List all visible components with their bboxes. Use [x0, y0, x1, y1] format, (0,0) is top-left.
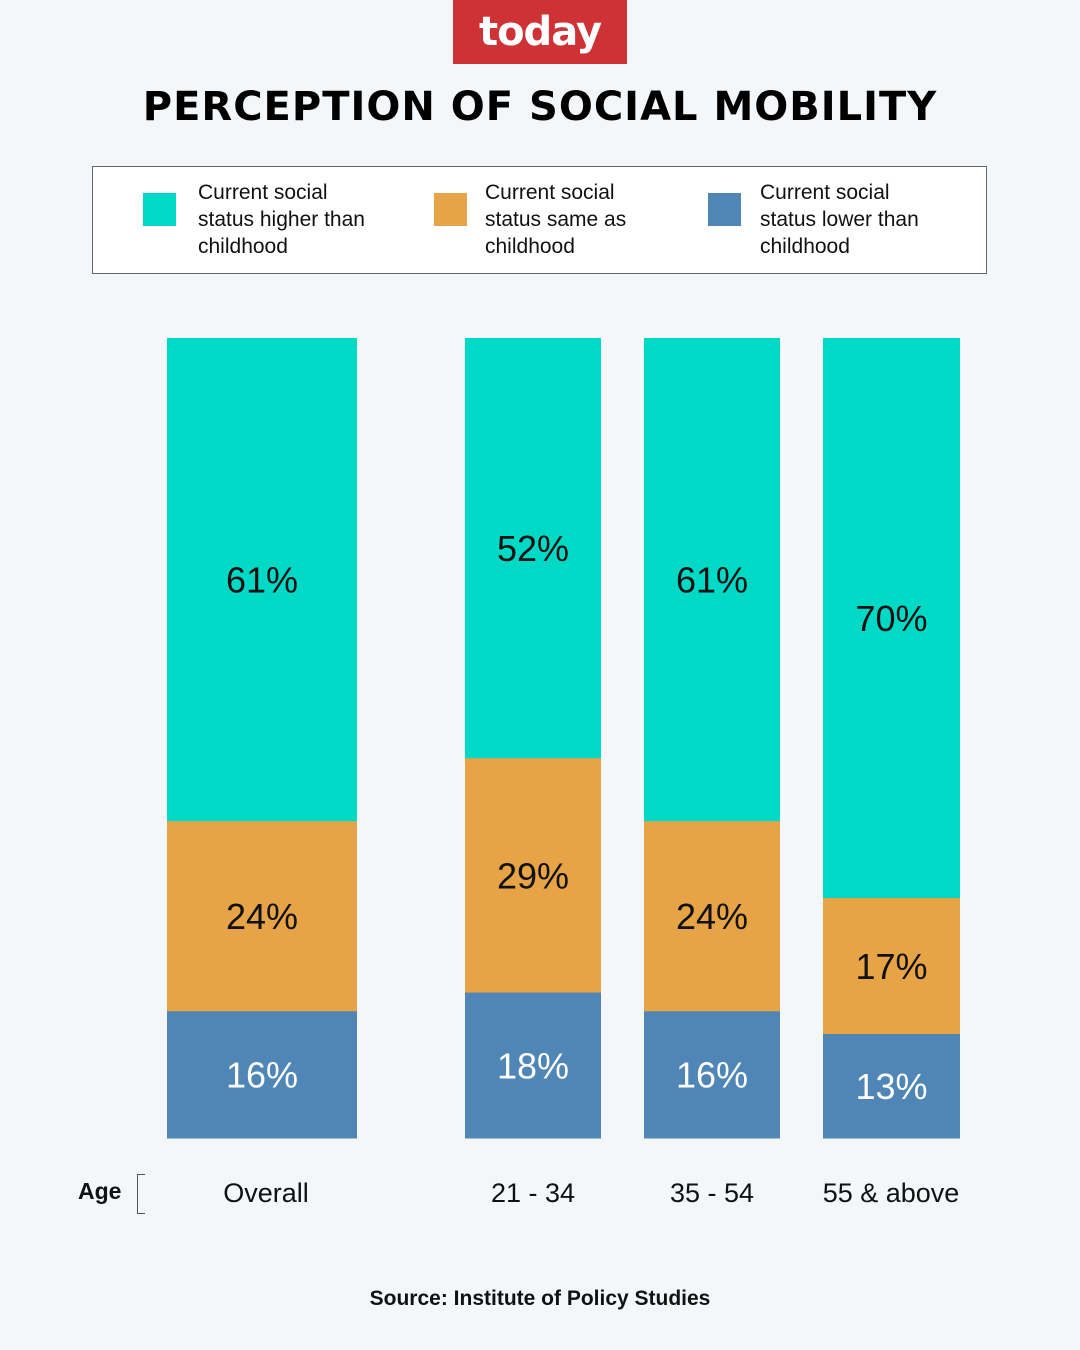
bar-segment	[167, 1011, 357, 1139]
legend-line: Current social	[485, 181, 615, 204]
legend-line: status same as	[485, 208, 627, 231]
legend-swatch-higher	[143, 193, 176, 226]
data-label: 29%	[497, 855, 569, 896]
legend-line: status lower than	[760, 208, 919, 231]
bar-segment	[465, 338, 601, 759]
legend-label-lower: Current social status lower than childho…	[760, 179, 919, 260]
legend-label-higher: Current social status higher than childh…	[198, 179, 365, 260]
bar-segment	[823, 898, 960, 1035]
data-label: 52%	[497, 528, 569, 569]
category-label: 21 - 34	[491, 1178, 575, 1208]
data-label: 70%	[855, 598, 927, 639]
bar-segment	[644, 338, 780, 822]
legend-swatch-same	[434, 193, 467, 226]
data-label: 18%	[497, 1045, 569, 1086]
legend-line: Current social	[760, 181, 890, 204]
bar-segment	[823, 338, 960, 899]
bar-segment	[167, 338, 357, 822]
legend-line: childhood	[198, 235, 288, 258]
data-label: 16%	[226, 1055, 298, 1096]
data-label: 24%	[676, 896, 748, 937]
category-label: 35 - 54	[670, 1178, 754, 1208]
legend-label-same: Current social status same as childhood	[485, 179, 626, 260]
source-note: Source: Institute of Policy Studies	[369, 1287, 711, 1310]
bar-segment	[465, 992, 601, 1139]
data-label: 13%	[855, 1066, 927, 1107]
bar-segment	[167, 821, 357, 1012]
category-label: 55 & above	[823, 1178, 960, 1208]
data-label: 17%	[855, 946, 927, 987]
legend: Current social status higher than childh…	[92, 166, 987, 274]
bar-segment	[644, 821, 780, 1012]
category-label: Overall	[223, 1178, 309, 1208]
legend-swatch-lower	[708, 193, 741, 226]
legend-line: status higher than	[198, 208, 365, 231]
bar-segment	[465, 758, 601, 994]
data-label: 16%	[676, 1055, 748, 1096]
logo-text: today	[478, 9, 602, 55]
x-axis-label: Age	[78, 1178, 122, 1204]
legend-line: childhood	[485, 235, 575, 258]
bar-segment	[823, 1034, 960, 1139]
bar-segment	[644, 1011, 780, 1139]
data-label: 61%	[226, 560, 298, 601]
legend-line: childhood	[760, 235, 850, 258]
data-label: 61%	[676, 560, 748, 601]
today-logo: today	[453, 0, 627, 64]
chart-title: PERCEPTION OF SOCIAL MOBILITY	[142, 84, 938, 130]
data-label: 24%	[226, 896, 298, 937]
legend-line: Current social	[198, 181, 328, 204]
age-bracket	[137, 1174, 145, 1214]
